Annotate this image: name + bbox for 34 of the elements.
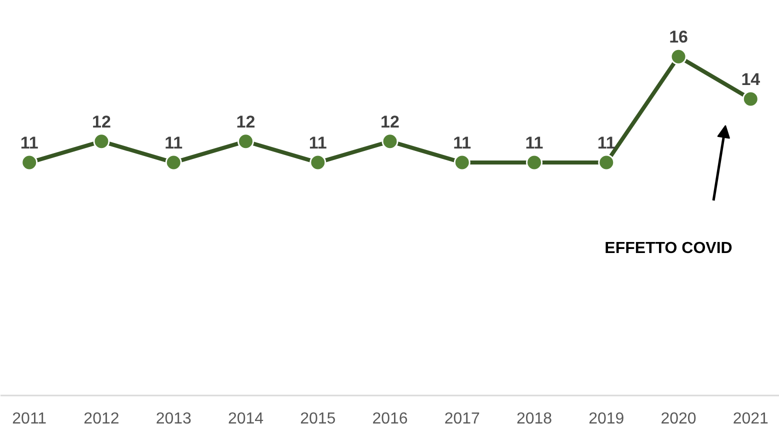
point bbox=[670, 48, 687, 65]
x-tick-label: 2011 bbox=[12, 410, 47, 426]
x-tick-label: 2019 bbox=[588, 410, 624, 426]
point bbox=[165, 154, 182, 171]
data-label: 11 bbox=[525, 134, 544, 153]
data-label: 16 bbox=[669, 28, 688, 47]
x-tick-label: 2016 bbox=[372, 410, 408, 426]
x-tick-label: 2013 bbox=[156, 410, 192, 426]
x-tick-label: 2018 bbox=[516, 410, 552, 426]
data-label: 11 bbox=[20, 134, 38, 153]
point bbox=[742, 90, 759, 108]
point bbox=[310, 154, 326, 171]
point bbox=[526, 154, 543, 171]
data-label: 11 bbox=[597, 134, 616, 153]
data-label: 14 bbox=[741, 70, 761, 89]
point bbox=[93, 133, 110, 150]
x-tick-label: 2020 bbox=[660, 410, 696, 426]
point bbox=[598, 154, 615, 171]
data-label: 11 bbox=[164, 134, 183, 153]
x-tick-label: 2015 bbox=[300, 410, 336, 426]
data-label: 11 bbox=[308, 134, 327, 153]
data-label: 12 bbox=[380, 112, 400, 132]
point bbox=[382, 133, 398, 150]
x-tick-label: 2012 bbox=[84, 410, 120, 426]
data-label: 12 bbox=[236, 112, 256, 132]
x-tick-label: 2014 bbox=[228, 410, 264, 426]
point bbox=[454, 154, 470, 171]
data-label: 12 bbox=[92, 112, 111, 132]
point bbox=[21, 154, 38, 171]
x-tick-label: 2017 bbox=[444, 410, 480, 426]
text: EFFETTO COVID bbox=[604, 240, 732, 257]
point bbox=[237, 133, 254, 150]
x-tick-label: 2021 bbox=[732, 410, 769, 426]
data-label: 11 bbox=[453, 134, 472, 153]
